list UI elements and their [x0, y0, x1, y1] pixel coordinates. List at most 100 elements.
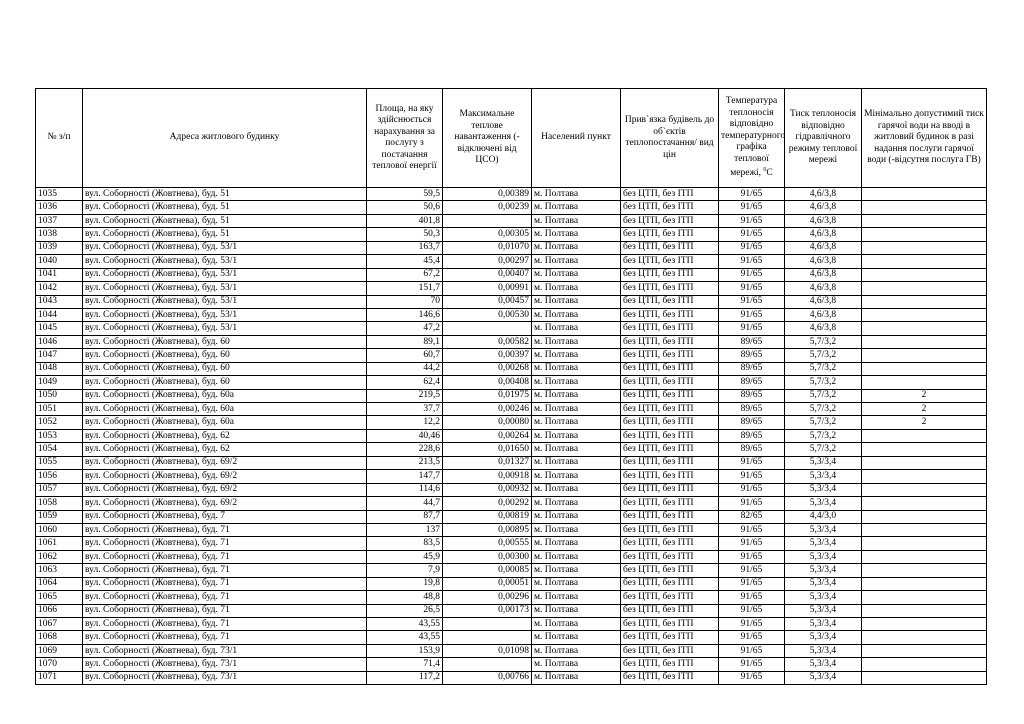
cell-load: 0,00530: [442, 307, 532, 323]
table-row: 1062 вул. Соборності (Жовтнева), буд. 71 4…: [35, 549, 987, 565]
cell-binding: без ЦТП, без ІТП: [620, 254, 719, 269]
cell-min-pressure: [861, 482, 987, 498]
cell-area: 45,4: [366, 254, 443, 269]
cell-address: вул. Соборності (Жовтнева), буд. 71: [82, 576, 367, 592]
cell-min-pressure: [861, 428, 987, 444]
cell-settlement: м. Полтава: [531, 496, 621, 511]
cell-pressure: 5,3/3,4: [784, 670, 862, 686]
cell-settlement: м. Полтава: [531, 348, 621, 363]
cell-binding: без ЦТП, без ІТП: [620, 455, 719, 471]
cell-temp: 91/65: [718, 200, 785, 215]
cell-area: 71,4: [366, 657, 443, 672]
cell-temp: 91/65: [718, 616, 785, 632]
cell-load: 0,00918: [442, 469, 532, 484]
cell-min-pressure: [861, 455, 987, 471]
cell-area: 60,7: [366, 348, 443, 363]
cell-area: 151,7: [366, 281, 443, 296]
cell-temp: 89/65: [718, 401, 785, 417]
cell-num: 1066: [35, 603, 83, 619]
cell-pressure: 5,3/3,4: [784, 522, 862, 538]
cell-pressure: 4,6/3,8: [784, 294, 862, 309]
cell-load: 0,00264: [442, 428, 532, 444]
cell-pressure: 5,3/3,4: [784, 536, 862, 551]
cell-pressure: 5,3/3,4: [784, 576, 862, 592]
cell-num: 1064: [35, 576, 83, 592]
cell-binding: без ЦТП, без ІТП: [620, 240, 719, 256]
cell-temp: 91/65: [718, 496, 785, 511]
cell-num: 1054: [35, 442, 83, 457]
cell-min-pressure: [861, 321, 987, 336]
cell-address: вул. Соборності (Жовтнева), буд. 60а: [82, 415, 367, 430]
cell-address: вул. Соборності (Жовтнева), буд. 53/1: [82, 267, 367, 283]
table-row: 1065 вул. Соборності (Жовтнева), буд. 71 4…: [35, 590, 987, 605]
cell-settlement: м. Полтава: [531, 549, 621, 565]
cell-pressure: 5,7/3,2: [784, 442, 862, 457]
cell-temp: 89/65: [718, 361, 785, 377]
cell-pressure: 5,3/3,4: [784, 455, 862, 471]
table-row: 1060 вул. Соборності (Жовтнева), буд. 71 1…: [35, 522, 987, 538]
table-row: 1055 вул. Соборності (Жовтнева), буд. 69/…: [35, 455, 987, 471]
cell-settlement: м. Полтава: [531, 334, 621, 350]
cell-area: 62,4: [366, 375, 443, 390]
cell-num: 1050: [35, 388, 83, 404]
cell-temp: 91/65: [718, 186, 785, 202]
cell-binding: без ЦТП, без ІТП: [620, 630, 719, 645]
cell-min-pressure: [861, 657, 987, 672]
cell-pressure: 5,7/3,2: [784, 334, 862, 350]
cell-num: 1059: [35, 509, 83, 524]
cell-num: 1043: [35, 294, 83, 309]
cell-address: вул. Соборності (Жовтнева), буд. 71: [82, 630, 367, 645]
table-row: 1052 вул. Соборності (Жовтнева), буд. 60а…: [35, 415, 987, 430]
cell-min-pressure: [861, 643, 987, 659]
cell-pressure: 4,6/3,8: [784, 240, 862, 256]
cell-min-pressure: [861, 240, 987, 256]
header-area: Площа, на яку здійснюється нарахування з…: [366, 88, 443, 188]
cell-temp: 91/65: [718, 670, 785, 686]
table-row: 1036 вул. Соборності (Жовтнева), буд. 51 5…: [35, 200, 987, 215]
cell-load: [442, 616, 532, 632]
cell-load: 0,00457: [442, 294, 532, 309]
cell-binding: без ЦТП, без ІТП: [620, 549, 719, 565]
cell-settlement: м. Полтава: [531, 590, 621, 605]
cell-pressure: 5,7/3,2: [784, 348, 862, 363]
cell-area: 146,6: [366, 307, 443, 323]
cell-binding: без ЦТП, без ІТП: [620, 348, 719, 363]
cell-binding: без ЦТП, без ІТП: [620, 670, 719, 686]
cell-temp: 91/65: [718, 213, 785, 229]
cell-min-pressure: [861, 200, 987, 215]
cell-min-pressure: [861, 375, 987, 390]
cell-settlement: м. Полтава: [531, 401, 621, 417]
table-row: 1035 вул. Соборності (Жовтнева), буд. 51 5…: [35, 186, 987, 202]
cell-area: 40,46: [366, 428, 443, 444]
cell-load: 0,01327: [442, 455, 532, 471]
cell-load: 0,00397: [442, 348, 532, 363]
cell-area: 70: [366, 294, 443, 309]
cell-temp: 91/65: [718, 254, 785, 269]
cell-address: вул. Соборності (Жовтнева), буд. 51: [82, 213, 367, 229]
cell-temp: 91/65: [718, 603, 785, 619]
cell-binding: без ЦТП, без ІТП: [620, 200, 719, 215]
cell-num: 1038: [35, 227, 83, 242]
cell-binding: без ЦТП, без ІТП: [620, 442, 719, 457]
cell-address: вул. Соборності (Жовтнева), буд. 73/1: [82, 670, 367, 686]
cell-temp: 89/65: [718, 375, 785, 390]
cell-num: 1044: [35, 307, 83, 323]
cell-min-pressure: 2: [861, 415, 987, 430]
cell-settlement: м. Полтава: [531, 657, 621, 672]
cell-binding: без ЦТП, без ІТП: [620, 294, 719, 309]
cell-area: 147,7: [366, 469, 443, 484]
cell-settlement: м. Полтава: [531, 281, 621, 296]
cell-settlement: м. Полтава: [531, 563, 621, 578]
cell-min-pressure: [861, 348, 987, 363]
cell-min-pressure: [861, 267, 987, 283]
cell-area: 50,3: [366, 227, 443, 242]
cell-load: 0,00991: [442, 281, 532, 296]
cell-binding: без ЦТП, без ІТП: [620, 643, 719, 659]
cell-pressure: 5,7/3,2: [784, 401, 862, 417]
cell-area: 12,2: [366, 415, 443, 430]
cell-binding: без ЦТП, без ІТП: [620, 616, 719, 632]
cell-num: 1060: [35, 522, 83, 538]
cell-temp: 91/65: [718, 630, 785, 645]
cell-address: вул. Соборності (Жовтнева), буд. 62: [82, 442, 367, 457]
cell-address: вул. Соборності (Жовтнева), буд. 53/1: [82, 307, 367, 323]
